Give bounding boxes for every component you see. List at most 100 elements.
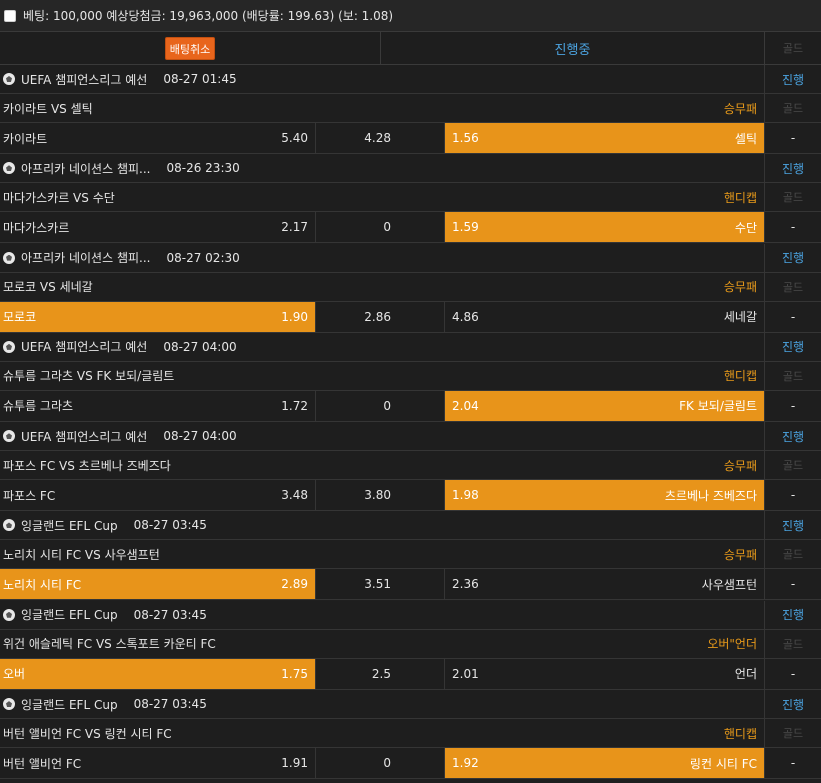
- away-odds-value: 1.56: [452, 131, 479, 145]
- home-team-name: 오버: [3, 667, 26, 682]
- match-info: 모로코 VS 세네갈 승무패: [0, 272, 765, 301]
- home-odds-option[interactable]: 오버 1.75: [0, 658, 316, 689]
- away-odds-option[interactable]: 2.36 사우샘프턴: [445, 569, 765, 600]
- draw-odds-value: 0: [383, 398, 391, 413]
- match-block: UEFA 챔피언스리그 예선 08-27 04:00 진행 파포스 FC VS 츠르베…: [0, 422, 821, 512]
- league-row: UEFA 챔피언스리그 예선 08-27 04:00 진행: [0, 422, 821, 452]
- home-odds-value: 1.90: [281, 309, 308, 324]
- draw-odds-value: 3.80: [364, 488, 391, 503]
- home-team-name: 카이라트: [3, 131, 48, 146]
- match-info: 카이라트 VS 셀틱 승무패: [0, 94, 765, 122]
- draw-odds-option[interactable]: 2.5: [316, 658, 445, 689]
- soccer-ball-icon: [3, 73, 15, 85]
- draw-odds-value: 0: [383, 220, 391, 235]
- soccer-ball-icon: [3, 608, 15, 621]
- odds-row: 파포스 FC 3.48 3.80 1.98 츠르베나 즈베즈다 -: [0, 480, 821, 512]
- bet-type: 승무패: [723, 458, 757, 473]
- match-time: 08-26 23:30: [166, 161, 240, 176]
- away-odds-option[interactable]: 1.59 수단: [445, 212, 765, 243]
- result-cell: -: [790, 577, 796, 592]
- match-title: 위건 애슬레틱 FC VS 스톡포트 카운티 FC: [3, 637, 216, 652]
- away-odds-value: 2.36: [452, 577, 479, 592]
- bet-type: 승무패: [723, 547, 757, 562]
- gold-label: 골드: [782, 369, 804, 383]
- away-odds-option[interactable]: 1.56 셀틱: [445, 123, 765, 153]
- home-team-name: 마다가스카르: [3, 220, 70, 235]
- gold-label: 골드: [782, 102, 804, 115]
- result-cell: -: [790, 131, 796, 145]
- draw-odds-option[interactable]: 3.80: [316, 480, 445, 511]
- result-cell: -: [790, 220, 796, 235]
- soccer-ball-icon: [3, 162, 15, 175]
- match-time: 08-27 01:45: [163, 72, 237, 86]
- match-title: 카이라트 VS 셀틱: [3, 101, 93, 116]
- away-odds-option[interactable]: 2.01 언더: [445, 658, 765, 689]
- draw-odds-option[interactable]: 0: [316, 212, 445, 243]
- soccer-ball-icon: [3, 251, 15, 264]
- match-status: 진행: [781, 608, 805, 623]
- match-status: 진행: [781, 251, 805, 266]
- league-name: 잉글랜드 EFL Cup: [21, 608, 118, 623]
- gold-label: 골드: [782, 280, 804, 294]
- bet-type: 핸디캡: [723, 726, 757, 741]
- home-odds-value: 1.91: [281, 756, 308, 771]
- draw-odds-value: 2.5: [371, 666, 391, 681]
- match-status: 진행: [781, 72, 805, 87]
- away-odds-option[interactable]: 1.98 츠르베나 즈베즈다: [445, 480, 765, 511]
- home-odds-value: 1.72: [281, 398, 308, 413]
- home-odds-option[interactable]: 모로코 1.90: [0, 301, 316, 332]
- away-odds-option[interactable]: 4.86 세네갈: [445, 301, 765, 332]
- away-odds-option[interactable]: 1.92 링컨 시티 FC: [445, 748, 765, 779]
- match-row: 파포스 FC VS 츠르베나 즈베즈다 승무패 골드: [0, 451, 821, 481]
- home-odds-option[interactable]: 버턴 앨비언 FC 1.91: [0, 748, 316, 779]
- league-row: UEFA 챔피언스리그 예선 08-27 04:00 진행: [0, 332, 821, 362]
- match-block: 잉글랜드 EFL Cup 08-27 03:45 진행 노리치 시티 FC VS 사우…: [0, 511, 821, 601]
- away-odds-value: 1.59: [452, 220, 479, 235]
- match-block: 아프리카 네이션스 챔피... 08-26 23:30 진행 마다가스카르 VS 수단…: [0, 154, 821, 244]
- select-all-checkbox[interactable]: [4, 9, 16, 22]
- cancel-cell: 배팅취소: [0, 32, 381, 64]
- odds-row: 모로코 1.90 2.86 4.86 세네갈 -: [0, 301, 821, 333]
- draw-odds-option[interactable]: 3.51: [316, 569, 445, 600]
- home-team-name: 파포스 FC: [3, 488, 56, 503]
- draw-odds-option[interactable]: 4.28: [316, 123, 445, 153]
- gold-label: 골드: [782, 191, 804, 205]
- league-row: 잉글랜드 EFL Cup 08-27 03:45 진행: [0, 690, 821, 720]
- home-team-name: 노리치 시티 FC: [3, 577, 82, 592]
- soccer-ball-icon: [3, 430, 15, 443]
- league-name: UEFA 챔피언스리그 예선: [21, 72, 148, 87]
- league-row: 아프리카 네이션스 챔피... 08-27 02:30 진행: [0, 243, 821, 273]
- bet-summary-bar: 베팅: 100,000 예상당첨금: 19,963,000 (배당률: 199.…: [0, 0, 821, 32]
- league-info: 잉글랜드 EFL Cup 08-27 03:45: [0, 600, 765, 629]
- home-odds-option[interactable]: 카이라트 5.40: [0, 123, 316, 153]
- bet-list: UEFA 챔피언스리그 예선 08-27 01:45 진행 카이라트 VS 셀틱 승무패…: [0, 65, 821, 780]
- draw-odds-option[interactable]: 0: [316, 748, 445, 779]
- away-team-name: FK 보되/글림트: [679, 399, 757, 414]
- match-time: 08-27 02:30: [166, 250, 240, 265]
- draw-odds-value: 2.86: [364, 309, 391, 324]
- away-team-name: 언더: [734, 667, 757, 682]
- draw-odds-option[interactable]: 2.86: [316, 301, 445, 332]
- draw-odds-option[interactable]: 0: [316, 390, 445, 421]
- league-info: UEFA 챔피언스리그 예선 08-27 04:00: [0, 422, 765, 451]
- cancel-bet-button[interactable]: 배팅취소: [164, 36, 216, 60]
- soccer-ball-icon: [3, 519, 15, 532]
- match-row: 버턴 앨비언 FC VS 링컨 시티 FC 핸디캡 골드: [0, 719, 821, 749]
- home-odds-option[interactable]: 슈투름 그라츠 1.72: [0, 390, 316, 421]
- home-odds-value: 5.40: [281, 131, 308, 145]
- draw-odds-value: 4.28: [364, 131, 391, 145]
- away-odds-option[interactable]: 2.04 FK 보되/글림트: [445, 390, 765, 421]
- match-title: 노리치 시티 FC VS 사우샘프턴: [3, 547, 160, 562]
- match-time: 08-27 03:45: [133, 518, 207, 533]
- league-info: 잉글랜드 EFL Cup 08-27 03:45: [0, 690, 765, 719]
- match-row: 모로코 VS 세네갈 승무패 골드: [0, 272, 821, 302]
- league-info: 아프리카 네이션스 챔피... 08-26 23:30: [0, 154, 765, 183]
- match-info: 마다가스카르 VS 수단 핸디캡: [0, 183, 765, 212]
- match-status: 진행: [781, 340, 805, 355]
- result-cell: -: [790, 398, 796, 413]
- home-odds-option[interactable]: 마다가스카르 2.17: [0, 212, 316, 243]
- home-odds-option[interactable]: 노리치 시티 FC 2.89: [0, 569, 316, 600]
- gold-header: 골드: [782, 42, 804, 55]
- match-block: 잉글랜드 EFL Cup 08-27 03:45 진행 버턴 앨비언 FC VS 링컨…: [0, 690, 821, 780]
- home-odds-option[interactable]: 파포스 FC 3.48: [0, 480, 316, 511]
